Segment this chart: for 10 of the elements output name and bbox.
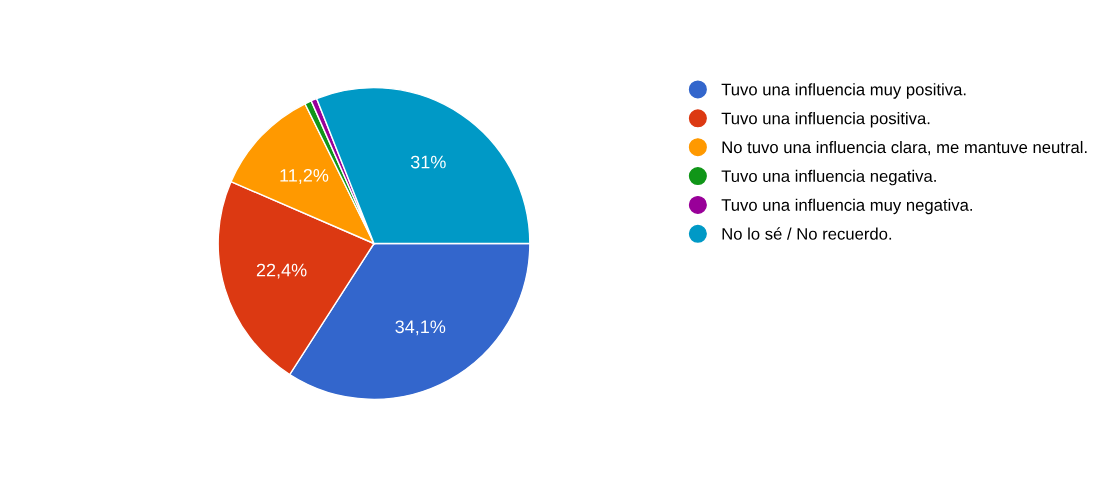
- legend-label: No lo sé / No recuerdo.: [722, 227, 892, 240]
- legend-label: Tuvo una influencia muy positiva.: [721, 83, 966, 99]
- legend-label: Tuvo una influencia negativa.: [721, 169, 936, 186]
- data-label: 31%: [410, 155, 446, 169]
- legend-label: Tuvo una influencia muy negativa.: [721, 198, 972, 215]
- data-label: 34,1%: [395, 320, 446, 336]
- data-label: 11,2%: [280, 168, 329, 184]
- legend-label: No tuvo una influencia clara, me mantuve neutral.: [722, 140, 1087, 156]
- legend-label: Tuvo una influencia positiva.: [721, 112, 930, 128]
- data-label: 22,4%: [256, 263, 307, 279]
